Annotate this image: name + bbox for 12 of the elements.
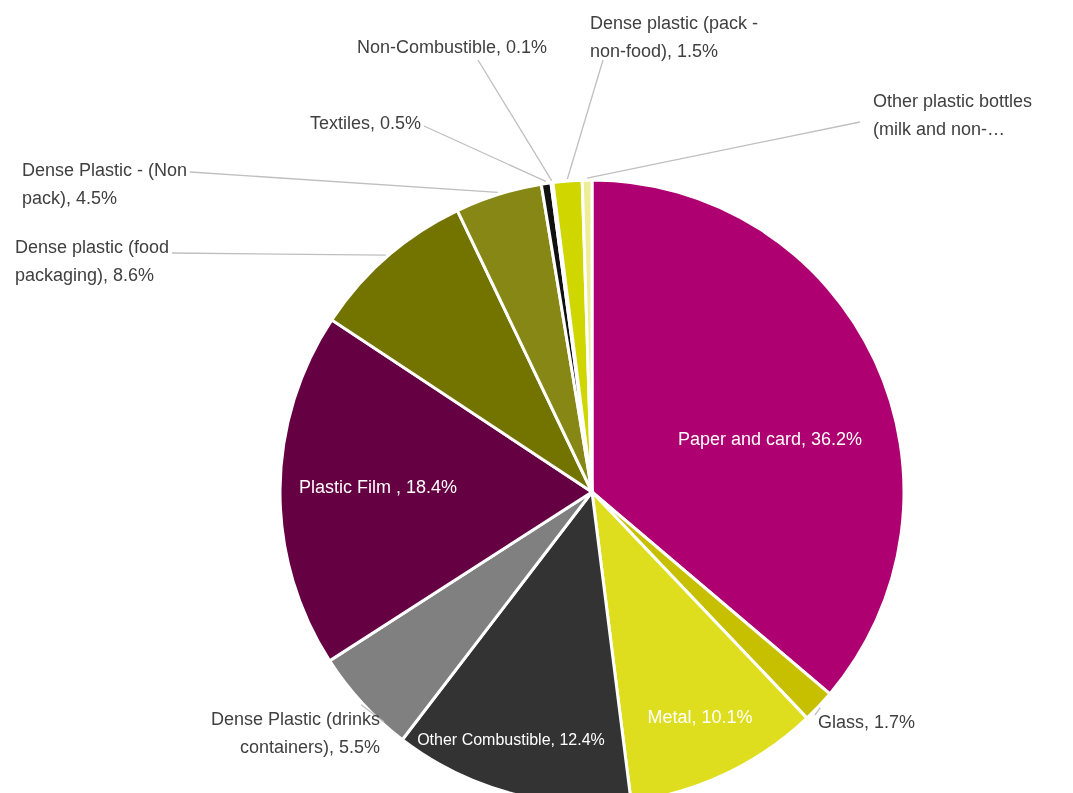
slice-label: Non-Combustible, 0.1%: [356, 36, 548, 57]
slice-label: Dense plastic (food packaging), 8.6%: [15, 236, 170, 285]
slice-label: Textiles, 0.5%: [310, 112, 422, 133]
slice-label: Plastic Film , 18.4%: [298, 476, 458, 497]
slice-label: Dense Plastic (drinks containers), 5.5%: [210, 708, 380, 757]
slice-label: Other plastic bottles (milk and non-…: [873, 90, 1033, 139]
slice-label: Dense Plastic - (Non pack), 4.5%: [22, 159, 188, 208]
slice-label: Metal, 10.1%: [647, 706, 753, 727]
slice-label: Dense plastic (pack - non-food), 1.5%: [590, 12, 759, 61]
slice-label: Glass, 1.7%: [818, 711, 916, 732]
slice-label: Paper and card, 36.2%: [677, 428, 863, 449]
slice-label: Other Combustible, 12.4%: [417, 731, 605, 749]
